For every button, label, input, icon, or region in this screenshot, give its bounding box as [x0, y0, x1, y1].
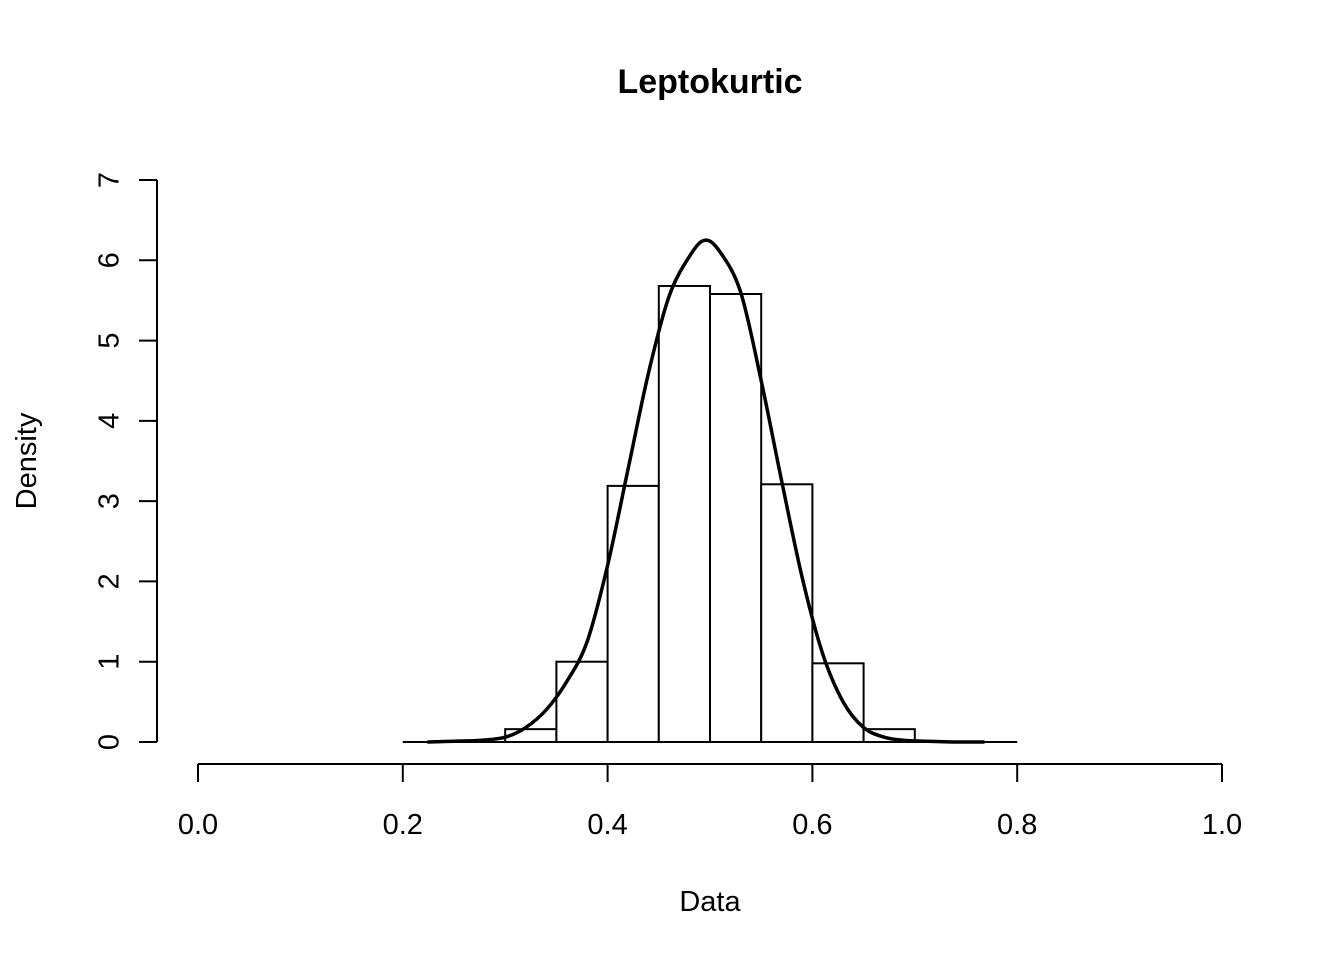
density-curve: [426, 238, 986, 744]
y-tick-label: 1: [94, 654, 126, 670]
x-tick-label: 0.4: [587, 809, 627, 841]
x-tick-label: 0.6: [792, 809, 832, 841]
x-tick-label: 0.8: [997, 809, 1037, 841]
y-tick-label: 2: [94, 573, 126, 589]
y-axis: 0 1 2 3 4 5 6 7: [94, 172, 158, 750]
x-axis-title: Data: [679, 886, 741, 918]
histogram-bar: [709, 293, 763, 743]
y-axis-title: Density: [11, 412, 43, 509]
y-tick-label: 4: [94, 413, 126, 429]
x-tick-label: 1.0: [1202, 809, 1242, 841]
histogram-bar: [811, 662, 865, 744]
x-tick-label: 0.2: [383, 809, 423, 841]
y-tick-label: 3: [94, 493, 126, 509]
histogram-bar: [606, 484, 660, 743]
y-tick-label: 6: [94, 252, 126, 268]
y-tick-label: 7: [94, 172, 126, 188]
chart-title: Leptokurtic: [617, 63, 802, 101]
x-tick-label: 0.0: [178, 809, 218, 841]
x-axis: 0.0 0.2 0.4 0.6 0.8 1.0: [178, 763, 1242, 841]
histogram-bars: [504, 284, 916, 744]
histogram-bar: [657, 284, 711, 743]
histogram-bar: [760, 483, 814, 743]
y-tick-label: 5: [94, 333, 126, 349]
histogram-bar: [555, 660, 609, 744]
y-tick-label: 0: [94, 734, 126, 750]
